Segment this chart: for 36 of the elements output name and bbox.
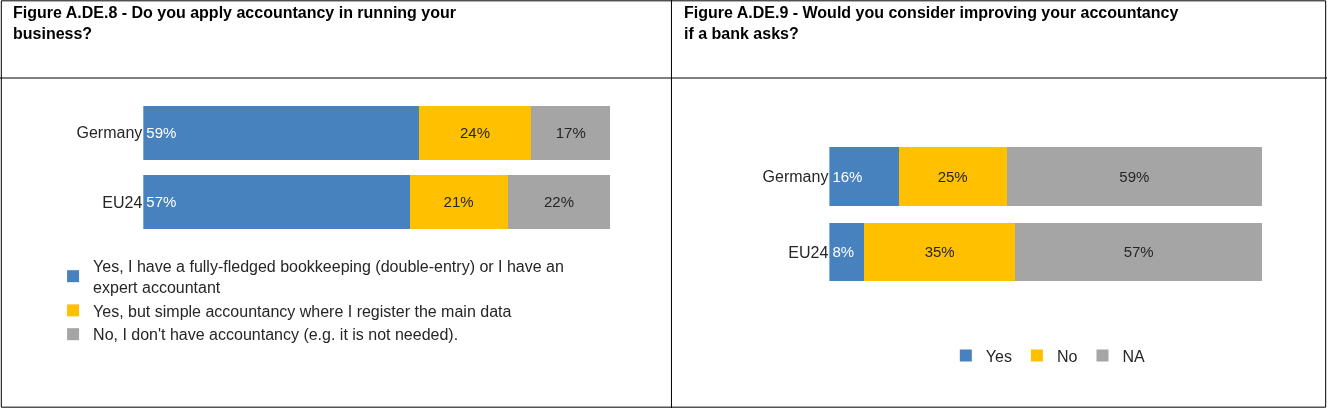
legend-label: No, I don't have accountancy (e.g. it is not needed). bbox=[93, 326, 459, 344]
data-label: 25% bbox=[937, 167, 968, 185]
bar bbox=[143, 174, 410, 230]
y-tick-label: EU24 bbox=[102, 193, 143, 211]
legend-label: Yes bbox=[985, 347, 1012, 365]
bar bbox=[507, 174, 611, 230]
bar bbox=[1006, 147, 1262, 206]
data-label: 35% bbox=[924, 243, 955, 261]
data-label: 22% bbox=[544, 193, 575, 211]
data-label: 8% bbox=[832, 243, 855, 261]
data-label: 16% bbox=[832, 167, 863, 185]
bar bbox=[1015, 222, 1262, 282]
bar bbox=[531, 105, 611, 160]
chart-title: Figure A.DE.8 - Do you apply accountancy in running your business? bbox=[13, 4, 457, 42]
data-label: 59% bbox=[146, 124, 177, 142]
bar bbox=[863, 222, 1016, 282]
chart-title: Figure A.DE.9 - Would you consider improving your accountancy if a bank asks? bbox=[684, 4, 1179, 42]
data-label: 21% bbox=[443, 193, 474, 211]
bar bbox=[829, 222, 864, 282]
bar bbox=[829, 147, 899, 206]
bar bbox=[418, 105, 532, 160]
legend-label: Yes, but simple accountancy where I register the main data bbox=[93, 302, 512, 320]
bar bbox=[898, 147, 1007, 206]
y-tick-label: Germany bbox=[76, 124, 143, 142]
data-label: 57% bbox=[1123, 243, 1154, 261]
legend-label: Yes, I have a fully-fledged bookkeeping (double-entry) or I have an expert accountant bbox=[93, 258, 564, 296]
data-label: 57% bbox=[146, 193, 177, 211]
data-label: 17% bbox=[555, 124, 586, 142]
y-tick-label: EU24 bbox=[788, 243, 829, 261]
bar bbox=[143, 105, 419, 160]
bar bbox=[409, 174, 508, 230]
data-label: 59% bbox=[1119, 167, 1150, 185]
data-label: 24% bbox=[459, 124, 490, 142]
legend-label: NA bbox=[1122, 347, 1146, 365]
legend-label: No bbox=[1056, 347, 1078, 365]
y-tick-label: Germany bbox=[762, 168, 829, 186]
